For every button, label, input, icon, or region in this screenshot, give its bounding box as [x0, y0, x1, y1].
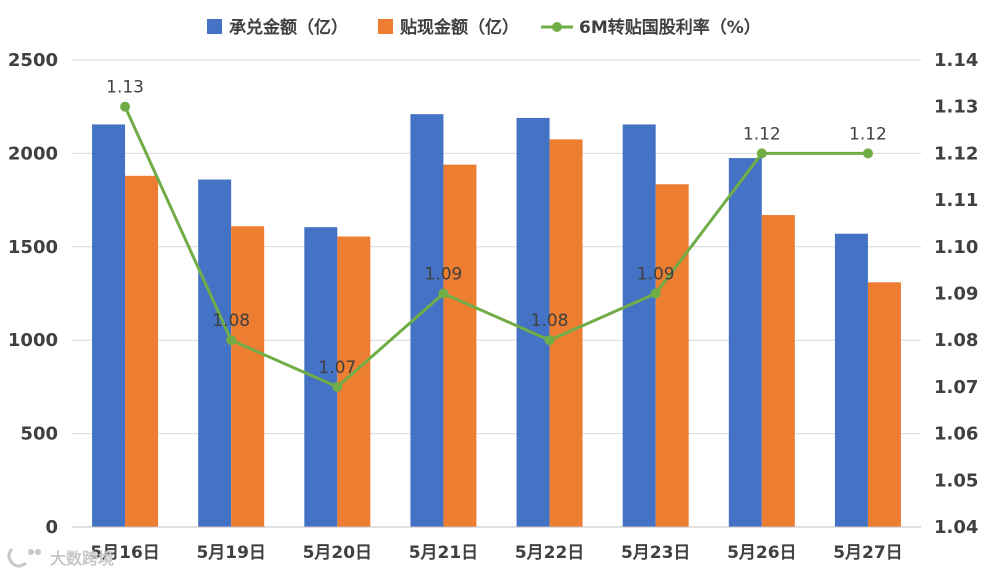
x-tick-label: 5月21日 — [409, 543, 479, 563]
rate-data-label: 1.09 — [637, 265, 675, 285]
discount-bar — [443, 164, 477, 527]
rate-data-label: 1.07 — [318, 358, 356, 378]
watermark-icon — [7, 547, 41, 568]
discount-bar — [761, 215, 795, 527]
rate-line: 1.13 1.08 1.07 1.09 1.08 1.09 1.12 1.12 — [106, 78, 887, 392]
legend-swatch — [378, 19, 393, 34]
y-right-tick-label: 1.12 — [934, 143, 978, 164]
y-right-tick-label: 1.13 — [934, 97, 978, 118]
discount-bar — [655, 184, 689, 528]
acceptance-bar — [304, 227, 338, 527]
discount-bar — [867, 282, 901, 527]
acceptance-bar — [728, 158, 762, 527]
acceptance-bar — [92, 124, 126, 528]
rate-point — [756, 148, 767, 159]
acceptance-bar — [410, 114, 444, 527]
y-left-tick-label: 500 — [20, 424, 58, 445]
rate-data-label: 1.08 — [212, 311, 250, 331]
legend-swatch — [207, 19, 222, 34]
bars — [92, 114, 901, 528]
axes: 0 500 1000 1500 2000 2500 1.04 1.05 1.06 1.07 1.08… — [8, 50, 979, 563]
acceptance-bar — [834, 233, 868, 527]
watermark-logo: 大数跨境 — [7, 547, 114, 568]
y-right-tick-label: 1.08 — [934, 330, 978, 351]
acceptance-bar — [516, 117, 550, 528]
rate-point — [650, 288, 661, 299]
legend: 承兑金额（亿） 贴现金额（亿） 6M转贴国股利率（%） — [207, 17, 761, 38]
y-left-tick-label: 0 — [45, 517, 58, 538]
rate-data-label: 1.09 — [425, 265, 463, 285]
rate-point — [544, 335, 555, 346]
y-right-tick-label: 1.04 — [934, 517, 978, 538]
y-right-tick-label: 1.10 — [934, 237, 978, 258]
x-tick-label: 5月26日 — [727, 543, 797, 563]
x-tick-label: 5月27日 — [833, 543, 903, 563]
rate-point — [438, 288, 449, 299]
discount-bar — [231, 226, 265, 527]
x-tick-label: 5月23日 — [621, 543, 691, 563]
y-left-tick-label: 2000 — [8, 143, 58, 164]
rate-line-path — [123, 106, 868, 389]
rate-point — [226, 335, 237, 346]
legend-marker — [552, 22, 562, 32]
rate-data-label: 1.12 — [849, 124, 887, 144]
y-right-tick-label: 1.14 — [934, 50, 978, 71]
legend-label: 承兑金额（亿） — [229, 17, 348, 38]
rate-data-label: 1.12 — [743, 124, 781, 144]
y-left-tick-label: 2500 — [8, 50, 58, 71]
y-right-tick-label: 1.09 — [934, 284, 978, 305]
x-tick-label: 5月19日 — [196, 543, 266, 563]
x-tick-label: 5月20日 — [303, 543, 373, 563]
rate-data-label: 1.13 — [106, 78, 144, 98]
rate-point — [862, 148, 873, 159]
y-right-tick-label: 1.11 — [934, 190, 978, 211]
y-right-tick-label: 1.05 — [934, 470, 978, 491]
watermark-text: 大数跨境 — [50, 549, 114, 568]
rate-point — [120, 101, 131, 112]
acceptance-bar — [198, 179, 232, 527]
x-tick-label: 5月16日 — [90, 543, 160, 563]
y-left-tick-label: 1500 — [8, 237, 58, 258]
discount-bar — [125, 175, 159, 528]
rate-data-label: 1.08 — [531, 311, 569, 331]
rate-point — [332, 381, 343, 392]
y-right-tick-label: 1.07 — [934, 377, 978, 398]
x-tick-label: 5月22日 — [515, 543, 585, 563]
y-right-tick-label: 1.06 — [934, 424, 978, 445]
y-left-tick-label: 1000 — [8, 330, 58, 351]
acceptance-bar — [622, 124, 656, 528]
legend-label: 6M转贴国股利率（%） — [579, 17, 761, 38]
legend-label: 贴现金额（亿） — [400, 17, 519, 38]
